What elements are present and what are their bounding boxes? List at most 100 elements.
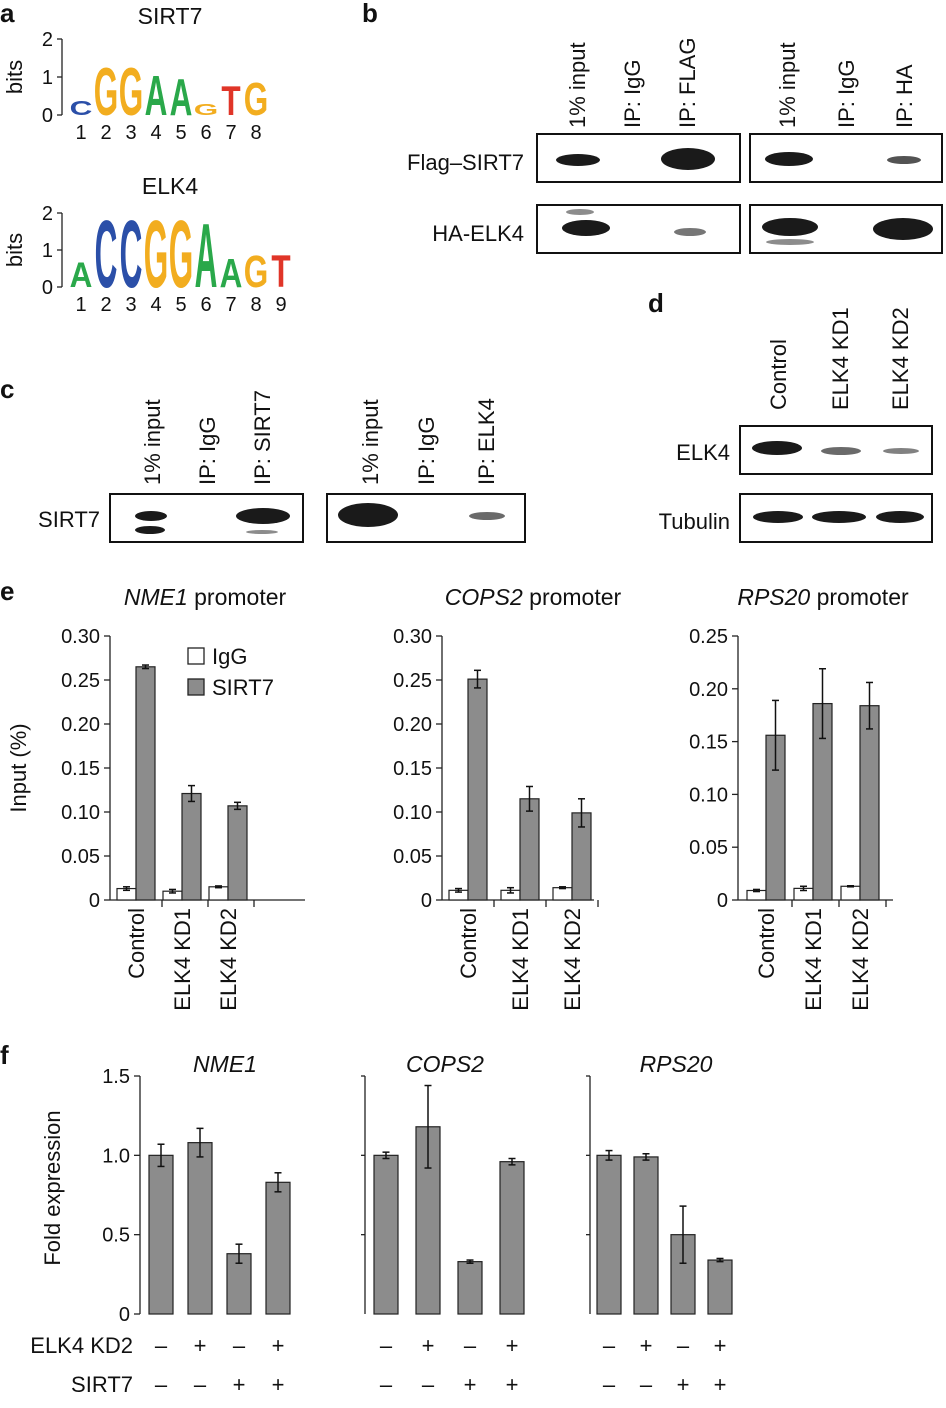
logo-y-axis-label: bits (2, 233, 27, 267)
logo-position-label: 6 (200, 294, 211, 316)
panel-e-label: e (0, 576, 14, 606)
condition-sign: + (272, 1333, 285, 1358)
condition-sign: – (194, 1372, 207, 1397)
lane-label: Control (766, 339, 791, 410)
y-tick-label: 0.15 (61, 758, 100, 780)
bar-sirt7 (859, 705, 880, 901)
logo-letter: A (220, 250, 243, 296)
condition-sign: – (155, 1372, 168, 1397)
logo-letter: A (145, 63, 168, 127)
condition-sign: – (380, 1333, 393, 1358)
title-suffix: promoter (523, 584, 622, 610)
logo-position-label: 8 (250, 294, 261, 316)
logo-position-label: 2 (100, 294, 111, 316)
condition-label: SIRT7 (71, 1372, 133, 1397)
logo-position-label: 3 (125, 294, 136, 316)
bar-igg (840, 885, 861, 901)
logo-tick-label: 0 (42, 277, 53, 299)
lane-label: 1% input (358, 399, 383, 485)
y-tick-label: 0.20 (689, 679, 728, 701)
logo-letter: C (95, 201, 118, 308)
bar-fold-expression (633, 1156, 659, 1315)
y-tick-label: 0.30 (393, 626, 432, 648)
y-tick-label: 0.05 (61, 846, 100, 868)
logo-letter: C (70, 96, 93, 119)
nme1-expression-chart: 0 0.5 1.0 1.5 (102, 1066, 291, 1326)
logo-position-label: 1 (75, 294, 86, 316)
legend-label: SIRT7 (212, 675, 274, 700)
logo-position-label: 1 (75, 122, 86, 144)
elk4-logo-title: ELK4 (142, 173, 198, 199)
logo-tick-label: 2 (42, 29, 53, 51)
y-tick-label: 1.0 (102, 1145, 130, 1167)
bar-igg (208, 886, 229, 901)
logo-letter: A (70, 256, 93, 295)
condition-sign: + (714, 1372, 727, 1397)
bar-fold-expression (373, 1154, 399, 1315)
legend-swatch-sirt7 (187, 678, 205, 696)
blot-row-label: SIRT7 (38, 507, 100, 532)
y-tick-label: 0.05 (689, 837, 728, 859)
condition-sign: + (194, 1333, 207, 1358)
lane-label: 1% input (775, 42, 800, 128)
bar-sirt7 (467, 678, 488, 901)
logo-tick-label: 1 (42, 67, 53, 89)
bar-fold-expression (187, 1142, 213, 1315)
logo-position-label: 7 (225, 294, 236, 316)
chart-title: RPS20 promoter (737, 584, 909, 610)
lane-label: IP: HA (892, 64, 917, 128)
chart-title: NME1 promoter (124, 584, 287, 610)
western-blot-elk4-knockdown (739, 425, 933, 475)
panel-c-lane-labels: 1% input IP: IgG IP: SIRT7 1% input IP: … (140, 390, 499, 485)
panel-b-label: b (362, 0, 378, 28)
logo-position-label: 5 (175, 122, 186, 144)
logo-tick-label: 1 (42, 240, 53, 262)
lane-label: IP: SIRT7 (250, 390, 275, 485)
logo-y-axis-label: bits (2, 60, 27, 94)
condition-sign: – (640, 1372, 653, 1397)
y-axis-label: Fold expression (40, 1110, 65, 1265)
logo-position-label: 4 (150, 122, 161, 144)
condition-sign: + (233, 1372, 246, 1397)
x-tick-label: ELK4 KD2 (560, 908, 585, 1011)
logo-letter: G (144, 201, 168, 308)
logo-letter: G (94, 55, 118, 131)
y-tick-label: 1.5 (102, 1066, 130, 1088)
condition-sign: – (677, 1333, 690, 1358)
panel-d-lane-labels: Control ELK4 KD1 ELK4 KD2 (766, 307, 913, 410)
y-tick-label: 0 (89, 890, 100, 912)
y-tick-label: 0.10 (61, 802, 100, 824)
chart-title: RPS20 (640, 1051, 713, 1077)
y-tick-label: 0.25 (61, 670, 100, 692)
logo-position-label: 3 (125, 122, 136, 144)
lane-label: 1% input (565, 42, 590, 128)
condition-sign-table: – + – + – + – + – + – +– – + + – – + + – – + + (155, 1333, 727, 1397)
y-tick-label: 0 (717, 890, 728, 912)
logo-position-label: 2 (100, 122, 111, 144)
nme1-promoter-chip-chart: 0 0.05 0.10 0.15 0.20 0.25 0.30 Control ELK4 KD1… (61, 626, 305, 1011)
blot-row-label: HA-ELK4 (432, 221, 524, 246)
y-tick-label: 0.15 (689, 732, 728, 754)
logo-letter: C (120, 201, 143, 308)
panel-c-label: c (0, 374, 14, 404)
blot-row-label: Flag–SIRT7 (407, 150, 524, 175)
condition-sign: + (506, 1372, 519, 1397)
logo-letter: A (195, 205, 218, 307)
bar-fold-expression (596, 1154, 622, 1315)
western-blot-sirt7-ip (109, 493, 304, 543)
y-tick-label: 0.20 (393, 714, 432, 736)
y-tick-label: 0.10 (689, 784, 728, 806)
logo-letter: T (271, 247, 290, 297)
rps20-promoter-chip-chart: 0 0.05 0.10 0.15 0.20 0.25 Control ELK4 KD1 ELK4… (689, 626, 893, 1011)
gene-name: RPS20 (737, 584, 810, 610)
bar-fold-expression (499, 1161, 525, 1315)
panel-b-lane-labels: 1% input IP: IgG IP: FLAG 1% input IP: I… (565, 38, 917, 128)
condition-sign: – (603, 1372, 616, 1397)
y-tick-label: 0.25 (393, 670, 432, 692)
logo-position-label: 6 (200, 122, 211, 144)
y-tick-label: 0.05 (393, 846, 432, 868)
panel-a-label: a (0, 0, 15, 28)
blot-row-label: ELK4 (676, 440, 730, 465)
condition-sign: – (155, 1333, 168, 1358)
